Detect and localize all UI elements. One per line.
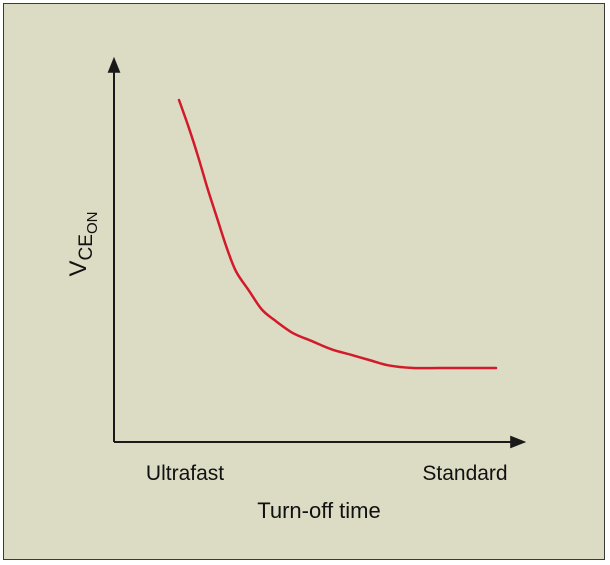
chart-figure: Ultrafast Standard Turn-off time VCEON (3, 3, 605, 560)
x-axis-title: Turn-off time (257, 498, 380, 523)
y-axis-title: VCEON (65, 212, 101, 277)
y-axis-title-main: V (65, 260, 92, 276)
vce-on-curve (177, 98, 498, 370)
chart-plot: Ultrafast Standard Turn-off time VCEON (65, 56, 527, 523)
x-tick-label-standard: Standard (422, 462, 507, 485)
x-tick-label-ultrafast: Ultrafast (146, 462, 224, 485)
y-axis-title-subsub: ON (84, 212, 101, 235)
y-axis-title-sub: CE (76, 234, 97, 260)
svg-text:VCEON: VCEON (65, 212, 101, 277)
